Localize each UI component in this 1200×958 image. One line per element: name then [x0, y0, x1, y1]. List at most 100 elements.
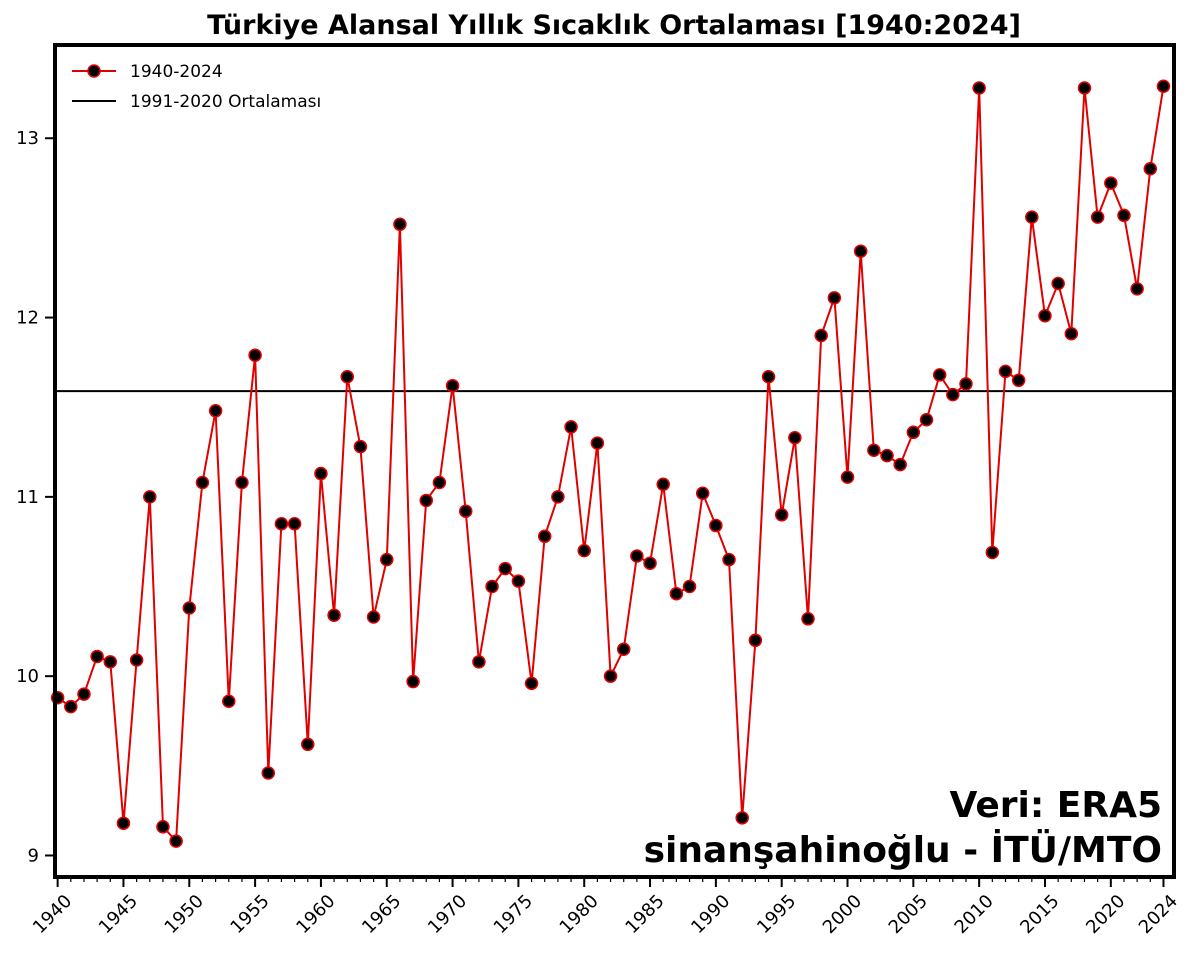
data-point-1980	[577, 543, 591, 558]
data-point-1982	[603, 669, 618, 683]
x-tick-label: 2015	[1016, 891, 1063, 938]
data-point-1951	[195, 475, 210, 490]
x-tick-label: 1940	[29, 891, 76, 938]
data-point-1962	[340, 369, 355, 384]
data-point-1953	[222, 694, 236, 709]
x-tick-label: 1975	[490, 891, 537, 938]
data-point-1981	[590, 436, 605, 450]
data-point-1955	[248, 348, 262, 362]
data-point-1965	[380, 552, 394, 567]
data-point-1954	[235, 475, 249, 490]
series-line-1940-2024	[57, 86, 1165, 844]
data-point-1973	[485, 579, 499, 594]
data-point-1985	[643, 556, 657, 570]
data-point-1987	[669, 586, 684, 601]
data-point-1983	[616, 642, 631, 657]
data-point-1992	[735, 811, 749, 825]
data-point-1976	[524, 676, 539, 691]
x-axis: 1940 1945 1950 1955 1960 1965 1970 1975 1980 1985…	[29, 877, 1182, 938]
data-point-2020	[1104, 176, 1118, 190]
x-tick-label: 2000	[819, 891, 866, 938]
y-tick-label: 13	[16, 128, 39, 149]
data-point-1972	[472, 655, 486, 669]
data-point-2015	[1038, 309, 1052, 323]
data-point-1969	[432, 475, 447, 490]
data-point-2024	[1156, 79, 1171, 93]
data-point-1989	[695, 486, 710, 501]
y-axis: 9 10 11 12 13	[16, 128, 55, 866]
y-tick-label: 12	[16, 308, 39, 329]
data-points	[50, 79, 1171, 848]
data-point-1942	[77, 687, 91, 701]
data-point-1979	[564, 420, 578, 434]
x-tick-label: 2024	[1135, 891, 1182, 938]
data-point-1971	[458, 504, 473, 518]
data-point-1949	[169, 834, 183, 848]
data-point-1999	[827, 291, 842, 305]
x-tick-label: 1990	[687, 891, 734, 938]
data-point-2011	[985, 545, 1000, 560]
data-point-2005	[906, 425, 921, 440]
data-point-1975	[511, 574, 526, 588]
data-point-2018	[1077, 81, 1092, 95]
data-point-1997	[801, 612, 815, 626]
data-point-1961	[327, 608, 341, 622]
x-tick-label: 1980	[556, 891, 603, 938]
data-point-2009	[959, 377, 973, 391]
data-point-1991	[722, 552, 736, 567]
data-source-credit: Veri: ERA5	[949, 785, 1162, 826]
data-point-1978	[551, 490, 565, 504]
data-point-1941	[64, 699, 78, 714]
data-point-1984	[630, 549, 644, 563]
data-point-2019	[1090, 210, 1105, 224]
x-tick-label: 1970	[424, 891, 471, 938]
data-point-2012	[998, 364, 1013, 379]
data-point-1950	[182, 601, 197, 615]
data-point-1960	[314, 466, 328, 481]
x-tick-label: 1955	[226, 891, 273, 938]
y-tick-label: 9	[28, 845, 39, 866]
data-point-1945	[116, 816, 131, 830]
data-point-2021	[1117, 208, 1131, 223]
data-point-1994	[761, 369, 776, 384]
data-point-1993	[748, 633, 763, 648]
data-point-1986	[656, 477, 670, 492]
data-point-1943	[90, 649, 104, 664]
data-point-2007	[932, 368, 947, 382]
data-point-2010	[972, 81, 986, 95]
data-point-2023	[1143, 161, 1158, 176]
data-point-1995	[774, 508, 789, 522]
x-tick-label: 2010	[951, 891, 998, 938]
data-point-1964	[366, 610, 381, 624]
data-point-1959	[301, 737, 315, 752]
data-point-2008	[946, 387, 960, 402]
data-point-1958	[287, 517, 302, 531]
data-point-1968	[419, 493, 433, 508]
chart-title: Türkiye Alansal Yıllık Sıcaklık Ortalama…	[207, 10, 1021, 41]
data-point-1974	[498, 561, 512, 576]
legend-marker-series	[87, 64, 101, 78]
data-point-1948	[156, 820, 170, 834]
x-tick-label: 1960	[292, 891, 339, 938]
data-point-1956	[261, 766, 276, 780]
data-point-2006	[919, 413, 934, 427]
data-point-1957	[274, 517, 289, 531]
x-tick-label: 1965	[358, 891, 405, 938]
plot-frame	[53, 43, 1176, 879]
data-point-1963	[353, 439, 368, 454]
data-point-1944	[103, 655, 118, 669]
data-point-2004	[893, 457, 907, 472]
data-point-2003	[880, 448, 894, 463]
x-tick-label: 1950	[161, 891, 208, 938]
data-point-1977	[537, 529, 552, 544]
data-point-2014	[1025, 210, 1039, 224]
data-point-1996	[788, 430, 802, 445]
legend-label-series: 1940-2024	[130, 62, 223, 82]
data-point-2001	[853, 244, 868, 258]
data-point-1990	[709, 518, 723, 533]
data-point-2017	[1064, 326, 1079, 341]
legend: 1940-2024 1991-2020 Ortalaması	[72, 62, 321, 112]
data-point-2022	[1130, 282, 1144, 296]
x-tick-label: 1985	[621, 891, 668, 938]
data-point-1967	[406, 674, 420, 689]
